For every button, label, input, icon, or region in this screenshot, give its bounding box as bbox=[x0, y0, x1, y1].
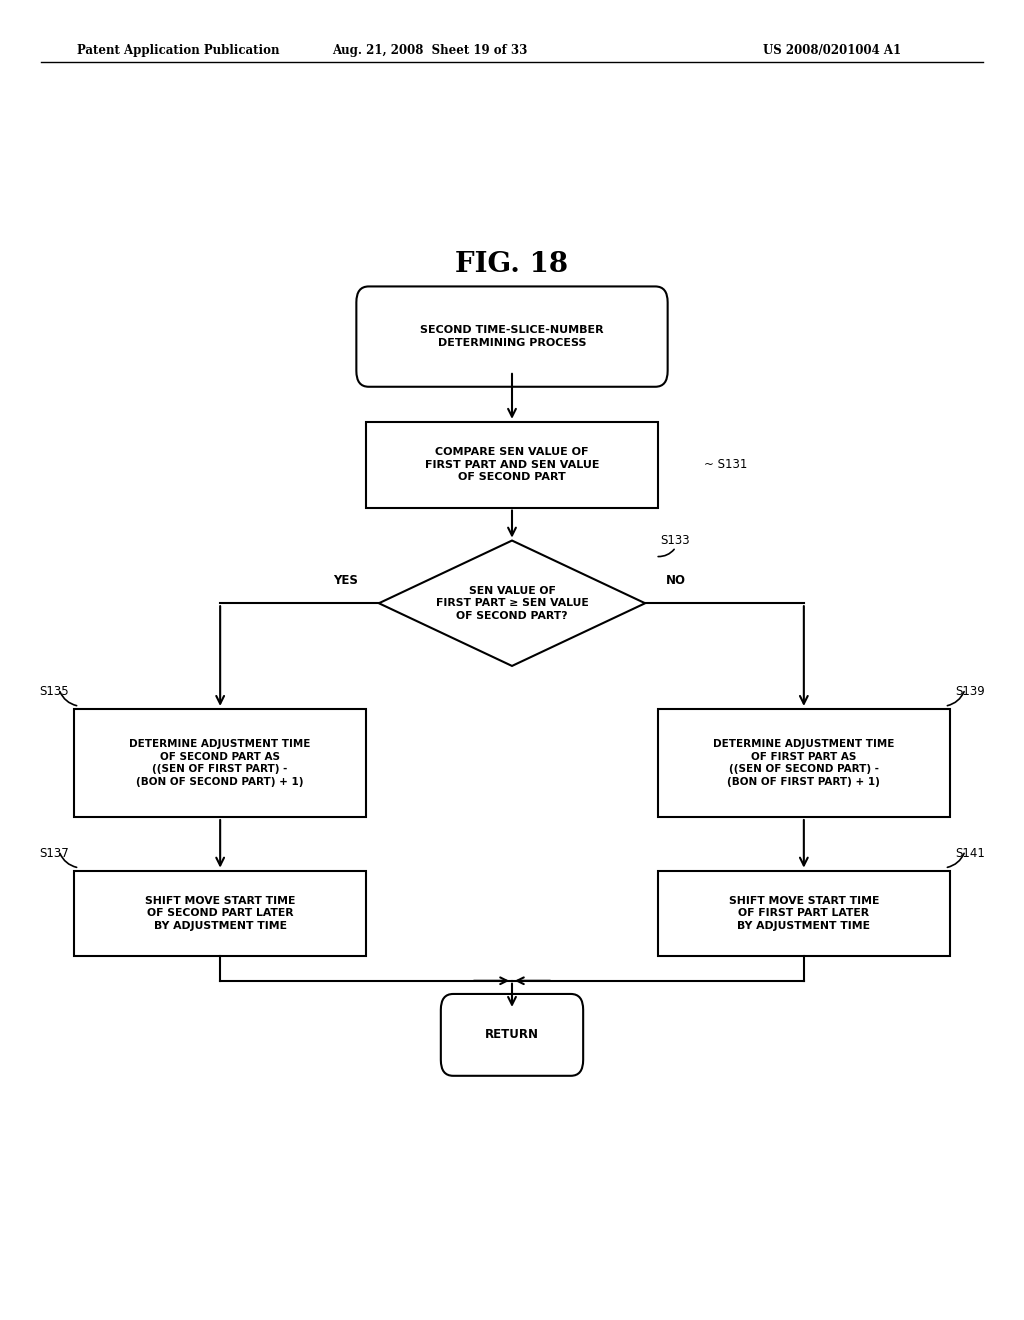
Text: DETERMINE ADJUSTMENT TIME
OF FIRST PART AS
((SEN OF SECOND PART) -
(BON OF FIRST: DETERMINE ADJUSTMENT TIME OF FIRST PART … bbox=[713, 739, 895, 787]
Text: S137: S137 bbox=[39, 847, 70, 861]
Polygon shape bbox=[379, 541, 645, 665]
Bar bbox=[367, 421, 658, 507]
Text: SHIFT MOVE START TIME
OF FIRST PART LATER
BY ADJUSTMENT TIME: SHIFT MOVE START TIME OF FIRST PART LATE… bbox=[729, 896, 879, 931]
Text: RETURN: RETURN bbox=[485, 1028, 539, 1041]
Bar bbox=[75, 709, 367, 817]
Text: Aug. 21, 2008  Sheet 19 of 33: Aug. 21, 2008 Sheet 19 of 33 bbox=[333, 44, 527, 57]
Text: SECOND TIME-SLICE-NUMBER
DETERMINING PROCESS: SECOND TIME-SLICE-NUMBER DETERMINING PRO… bbox=[420, 326, 604, 347]
Text: SHIFT MOVE START TIME
OF SECOND PART LATER
BY ADJUSTMENT TIME: SHIFT MOVE START TIME OF SECOND PART LAT… bbox=[145, 896, 295, 931]
Text: Patent Application Publication: Patent Application Publication bbox=[77, 44, 280, 57]
Text: S139: S139 bbox=[954, 685, 985, 698]
Text: FIG. 18: FIG. 18 bbox=[456, 251, 568, 277]
Text: YES: YES bbox=[334, 574, 358, 587]
Text: NO: NO bbox=[666, 574, 686, 587]
Text: S141: S141 bbox=[954, 847, 985, 861]
FancyBboxPatch shape bbox=[440, 994, 584, 1076]
Text: S135: S135 bbox=[40, 685, 70, 698]
Bar bbox=[658, 709, 950, 817]
Text: ~ S131: ~ S131 bbox=[705, 458, 748, 471]
Text: DETERMINE ADJUSTMENT TIME
OF SECOND PART AS
((SEN OF FIRST PART) -
(BON OF SECON: DETERMINE ADJUSTMENT TIME OF SECOND PART… bbox=[129, 739, 311, 787]
Text: COMPARE SEN VALUE OF
FIRST PART AND SEN VALUE
OF SECOND PART: COMPARE SEN VALUE OF FIRST PART AND SEN … bbox=[425, 447, 599, 482]
Bar bbox=[75, 871, 367, 956]
Text: US 2008/0201004 A1: US 2008/0201004 A1 bbox=[763, 44, 901, 57]
Text: S133: S133 bbox=[660, 535, 690, 546]
Bar bbox=[658, 871, 950, 956]
FancyBboxPatch shape bbox=[356, 286, 668, 387]
Text: SEN VALUE OF
FIRST PART ≥ SEN VALUE
OF SECOND PART?: SEN VALUE OF FIRST PART ≥ SEN VALUE OF S… bbox=[435, 586, 589, 620]
